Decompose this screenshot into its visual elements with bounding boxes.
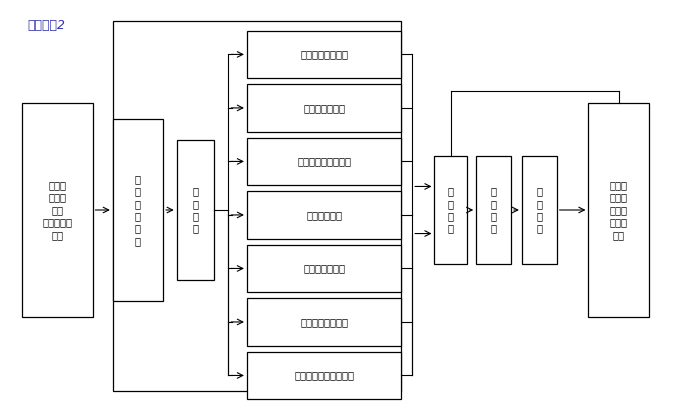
Bar: [589, 103, 649, 317]
Text: 洞内超
前地质
预报
超前水平钻
探孔: 洞内超 前地质 预报 超前水平钻 探孔: [43, 180, 72, 240]
Text: 高地温可能性判断: 高地温可能性判断: [300, 317, 348, 327]
Text: 实
施
施
工: 实 施 施 工: [536, 186, 543, 234]
Bar: [247, 191, 401, 239]
Bar: [247, 245, 401, 292]
Bar: [113, 119, 163, 301]
Bar: [247, 31, 401, 78]
Text: 信
息
采
集
收
集: 信 息 采 集 收 集: [135, 174, 141, 246]
Bar: [22, 103, 93, 317]
Text: 专
家
评
判: 专 家 评 判: [192, 186, 198, 234]
Text: 断层可能性判断: 断层可能性判断: [303, 263, 345, 273]
Bar: [247, 138, 401, 185]
Text: 岩爆可能性判断: 岩爆可能性判断: [303, 103, 345, 113]
Text: 高地应力判断: 高地应力判断: [306, 210, 342, 220]
Text: 设
计
单
位: 设 计 单 位: [447, 186, 453, 234]
Bar: [522, 157, 557, 263]
Bar: [247, 84, 401, 131]
Text: 序参见图2: 序参见图2: [27, 18, 65, 32]
Text: 软岩变形可能性判断: 软岩变形可能性判断: [297, 156, 351, 166]
Text: 动
态
设
计: 动 态 设 计: [490, 186, 497, 234]
Bar: [247, 298, 401, 346]
Text: 涌水、涌泥可能性判断: 涌水、涌泥可能性判断: [294, 370, 354, 381]
Text: 其他地质病害判断: 其他地质病害判断: [300, 50, 348, 59]
Bar: [247, 352, 401, 399]
Bar: [113, 21, 401, 391]
Bar: [434, 157, 466, 263]
Bar: [176, 140, 213, 280]
Bar: [476, 157, 511, 263]
Text: 对预报
成果进
行工后
确报与
复核: 对预报 成果进 行工后 确报与 复核: [610, 180, 628, 240]
